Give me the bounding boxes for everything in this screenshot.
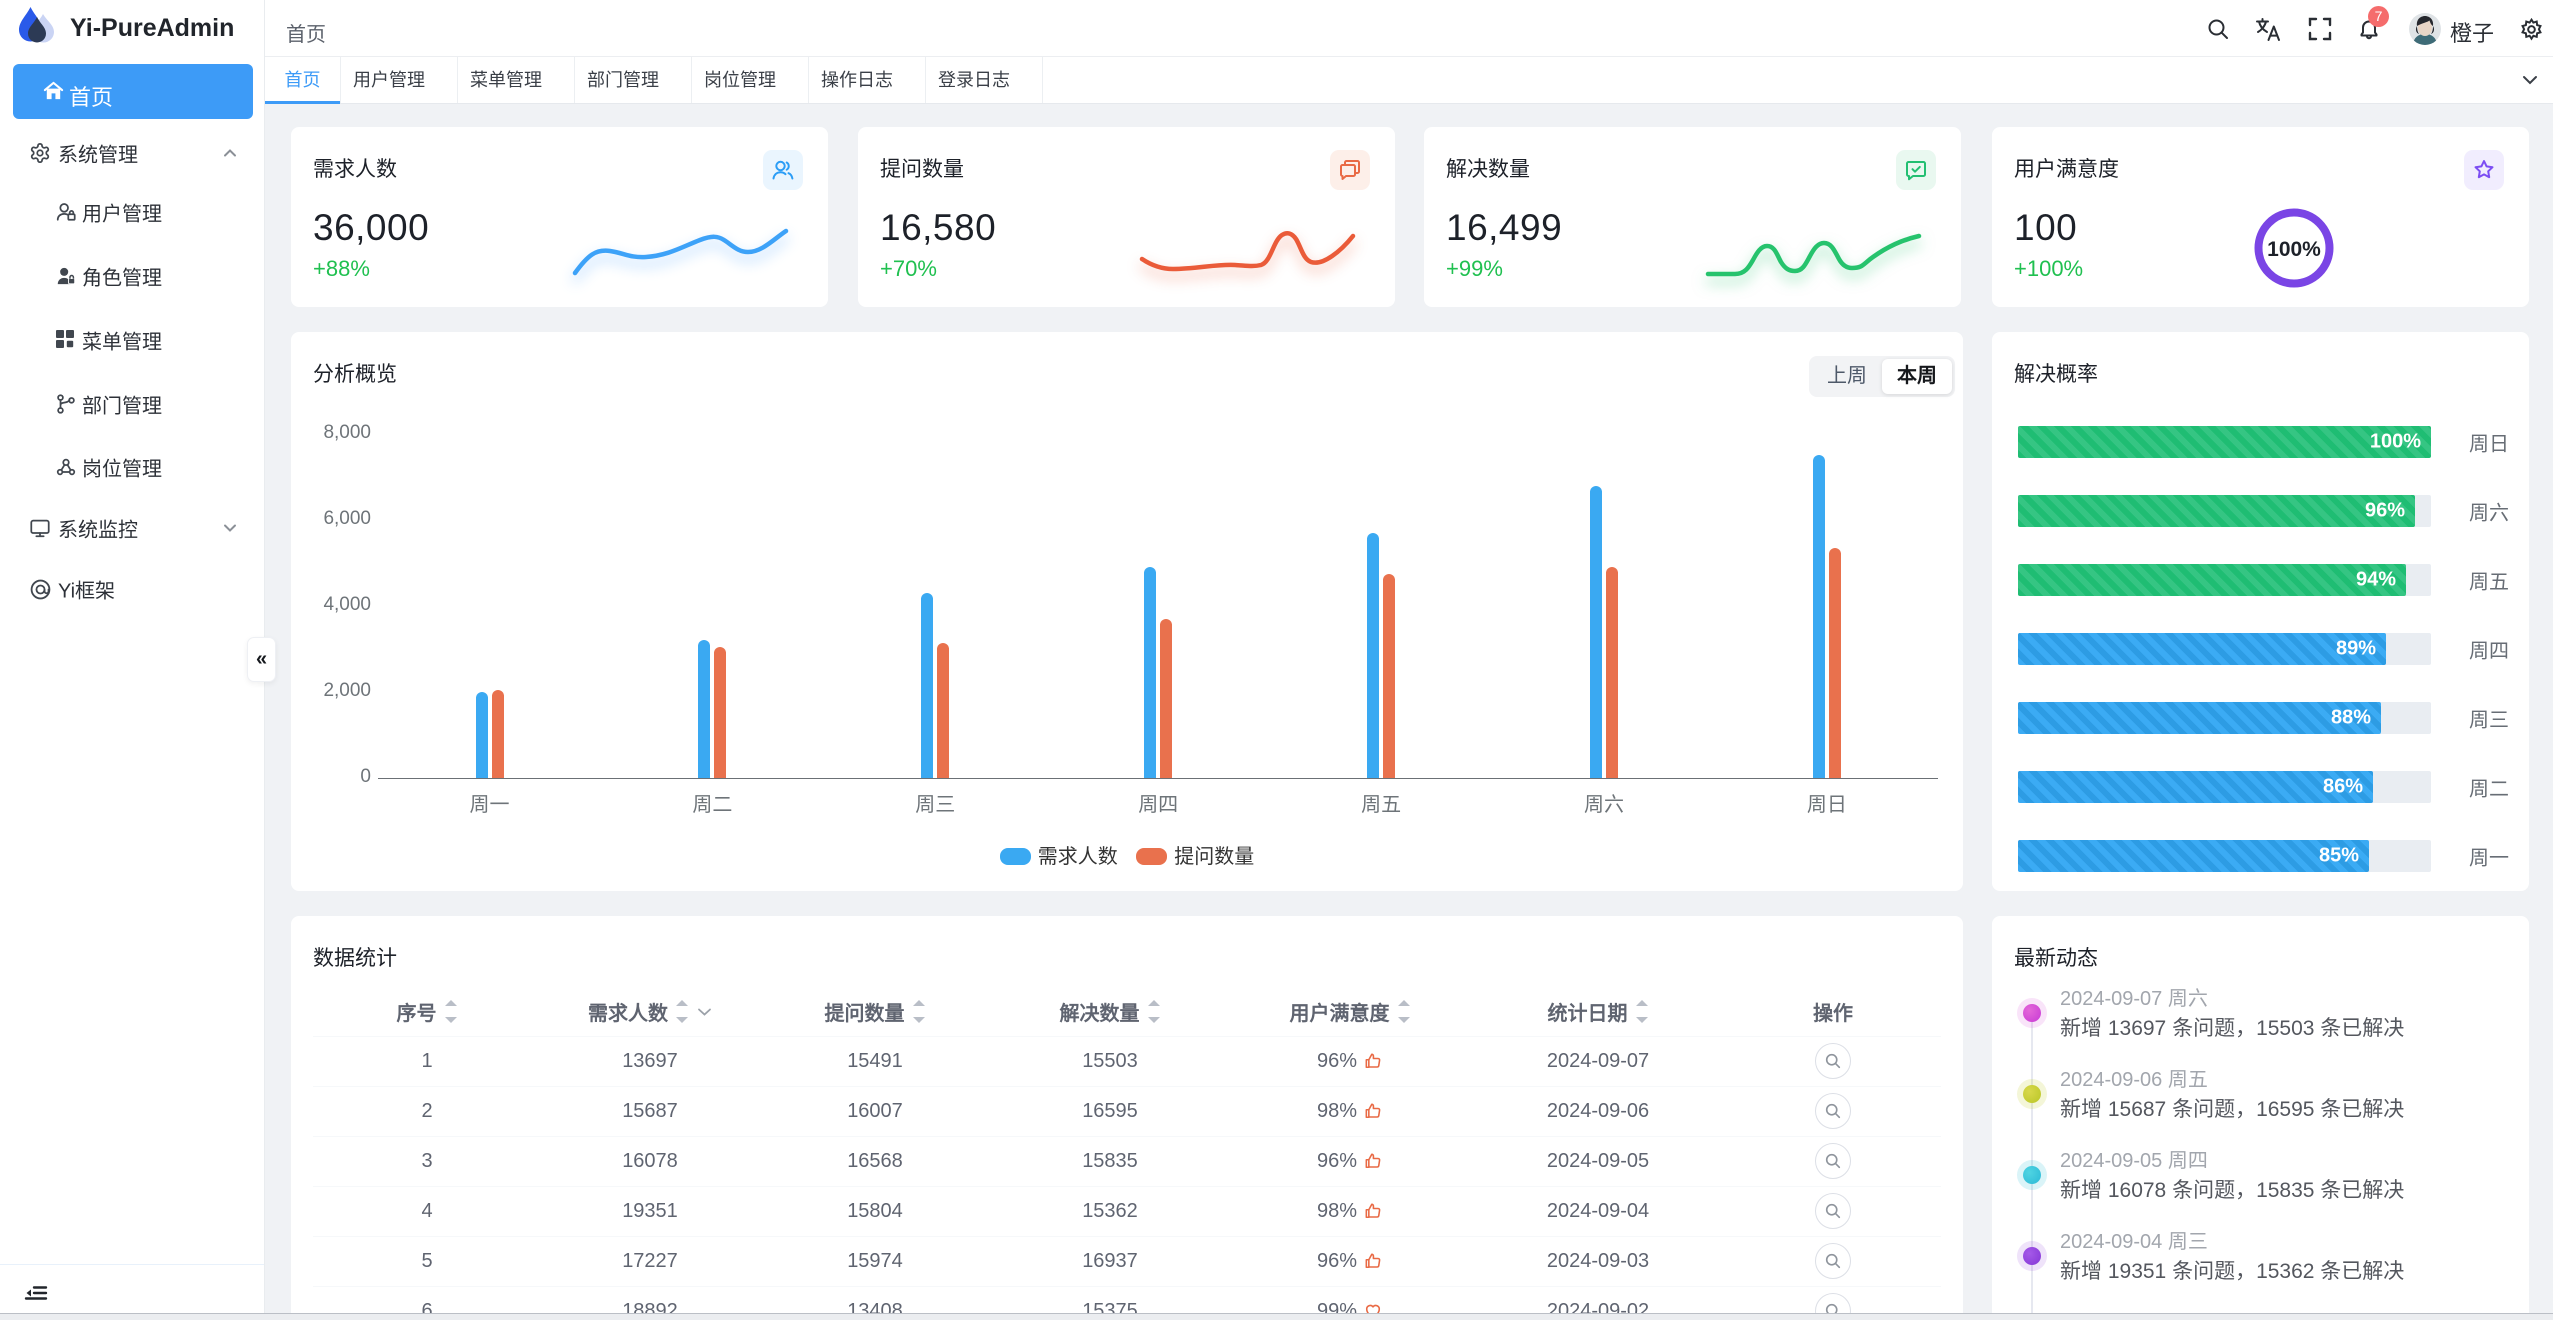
svg-text:100%: 100% — [2267, 238, 2321, 261]
